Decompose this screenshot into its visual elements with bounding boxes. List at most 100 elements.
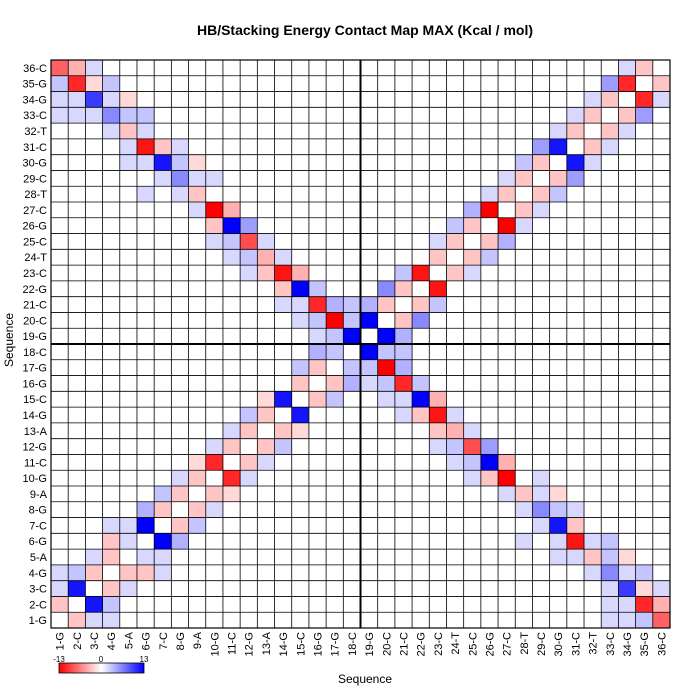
- x-tick-label: 29-C: [536, 632, 548, 656]
- heatmap-cell: [412, 375, 430, 392]
- heatmap-cell: [377, 296, 395, 313]
- heatmap-cell: [446, 438, 464, 455]
- heatmap-cell: [205, 454, 223, 471]
- x-tick-label: 35-G: [639, 632, 651, 656]
- heatmap-cell: [85, 612, 103, 628]
- heatmap-cell: [601, 533, 619, 550]
- heatmap-cell: [102, 517, 120, 534]
- heatmap-cell: [463, 202, 481, 218]
- heatmap-cell: [51, 60, 69, 76]
- heatmap-cell: [326, 312, 344, 329]
- y-tick-label: 11-C: [24, 457, 47, 469]
- x-tick-label: 2-C: [72, 632, 84, 650]
- heatmap-cell: [566, 123, 585, 139]
- y-tick-label: 30-G: [23, 158, 47, 170]
- x-tick-label: 18-C: [347, 632, 359, 656]
- y-tick-label: 20-C: [23, 315, 47, 327]
- heatmap-cell: [222, 249, 241, 266]
- x-tick-label: 16-G: [313, 632, 325, 656]
- heatmap-cell: [85, 564, 103, 581]
- heatmap-cell: [205, 501, 223, 518]
- heatmap-cell: [498, 454, 516, 471]
- heatmap-cell: [498, 486, 516, 502]
- x-tick-label: 22-G: [416, 632, 428, 656]
- colorbar: -13 0 13: [53, 655, 149, 674]
- heatmap-cell: [102, 612, 120, 628]
- heatmap-cell: [291, 296, 309, 313]
- heatmap-cell: [136, 154, 155, 171]
- heatmap-cell: [274, 296, 292, 313]
- heatmap-cell: [618, 549, 636, 565]
- x-tick-label: 5-A: [123, 631, 135, 649]
- heatmap-cell: [68, 564, 86, 581]
- heatmap-cell: [308, 312, 327, 329]
- heatmap-cell: [51, 564, 69, 581]
- x-tick-label: 3-C: [89, 632, 101, 650]
- heatmap-cell: [601, 91, 619, 108]
- heatmap-cell: [515, 501, 533, 518]
- heatmap-cell: [171, 533, 189, 550]
- heatmap-cell: [222, 470, 241, 486]
- heatmap-cell: [549, 138, 567, 155]
- x-tick-label: 13-A: [261, 631, 273, 655]
- heatmap-cell: [188, 470, 206, 486]
- heatmap-cell: [635, 596, 653, 613]
- y-tick-label: 26-G: [23, 221, 47, 233]
- y-tick-label: 31-C: [23, 142, 47, 154]
- x-tick-label: 33-C: [605, 632, 617, 656]
- heatmap-cell: [291, 265, 309, 281]
- y-tick-label: 15-C: [23, 394, 47, 406]
- heatmap-cell: [463, 454, 481, 471]
- heatmap-cell: [188, 501, 206, 518]
- heatmap-cell: [532, 186, 550, 202]
- y-tick-label: 17-G: [23, 363, 47, 375]
- heatmap-cell: [85, 107, 103, 124]
- heatmap-cell: [394, 344, 413, 360]
- heatmap-cell: [68, 580, 86, 597]
- heatmap-cell: [257, 407, 275, 423]
- heatmap-cell: [394, 312, 413, 329]
- heatmap-cell: [601, 612, 619, 628]
- x-tick-label: 31-C: [570, 632, 582, 656]
- heatmap-cell: [532, 486, 550, 502]
- heatmap-cell: [412, 391, 430, 408]
- heatmap-cell: [205, 170, 223, 187]
- heatmap-cell: [584, 154, 602, 171]
- heatmap-cell: [566, 107, 585, 124]
- heatmap-cell: [532, 501, 550, 518]
- heatmap-cell: [102, 75, 120, 92]
- x-tick-label: 12-G: [244, 632, 256, 656]
- heatmap-cell: [119, 517, 137, 534]
- x-axis-label: Sequence: [338, 672, 392, 686]
- heatmap-cell: [532, 517, 550, 534]
- heatmap-cell: [618, 580, 636, 597]
- y-tick-label: 23-C: [23, 268, 47, 280]
- heatmap-cell: [274, 249, 292, 266]
- heatmap-cell: [240, 454, 258, 471]
- heatmap-cell: [136, 564, 155, 581]
- y-tick-label: 7-C: [29, 520, 47, 532]
- heatmap-cell: [343, 359, 361, 376]
- x-tick-label: 30-G: [553, 632, 565, 656]
- heatmap-cell: [240, 422, 258, 439]
- y-tick-label: 36-C: [23, 63, 47, 75]
- heatmap-cell: [394, 359, 413, 376]
- heatmap-cell: [652, 612, 670, 628]
- heatmap-cell: [171, 470, 189, 486]
- heatmap-cells: [51, 60, 670, 628]
- heatmap-cell: [85, 60, 103, 76]
- y-tick-label: 5-A: [30, 552, 48, 564]
- heatmap-cell: [119, 91, 137, 108]
- heatmap-cell: [532, 138, 550, 155]
- heatmap-cell: [429, 296, 447, 313]
- heatmap-cell: [566, 170, 585, 187]
- y-tick-label: 19-G: [23, 331, 47, 343]
- heatmap-cell: [343, 328, 361, 344]
- heatmap-cell: [360, 344, 378, 360]
- heatmap-cell: [136, 107, 155, 124]
- heatmap-cell: [257, 391, 275, 408]
- heatmap-cell: [308, 344, 327, 360]
- heatmap-cell: [601, 564, 619, 581]
- colorbar-min-label: -13: [53, 655, 65, 664]
- heatmap-cell: [549, 186, 567, 202]
